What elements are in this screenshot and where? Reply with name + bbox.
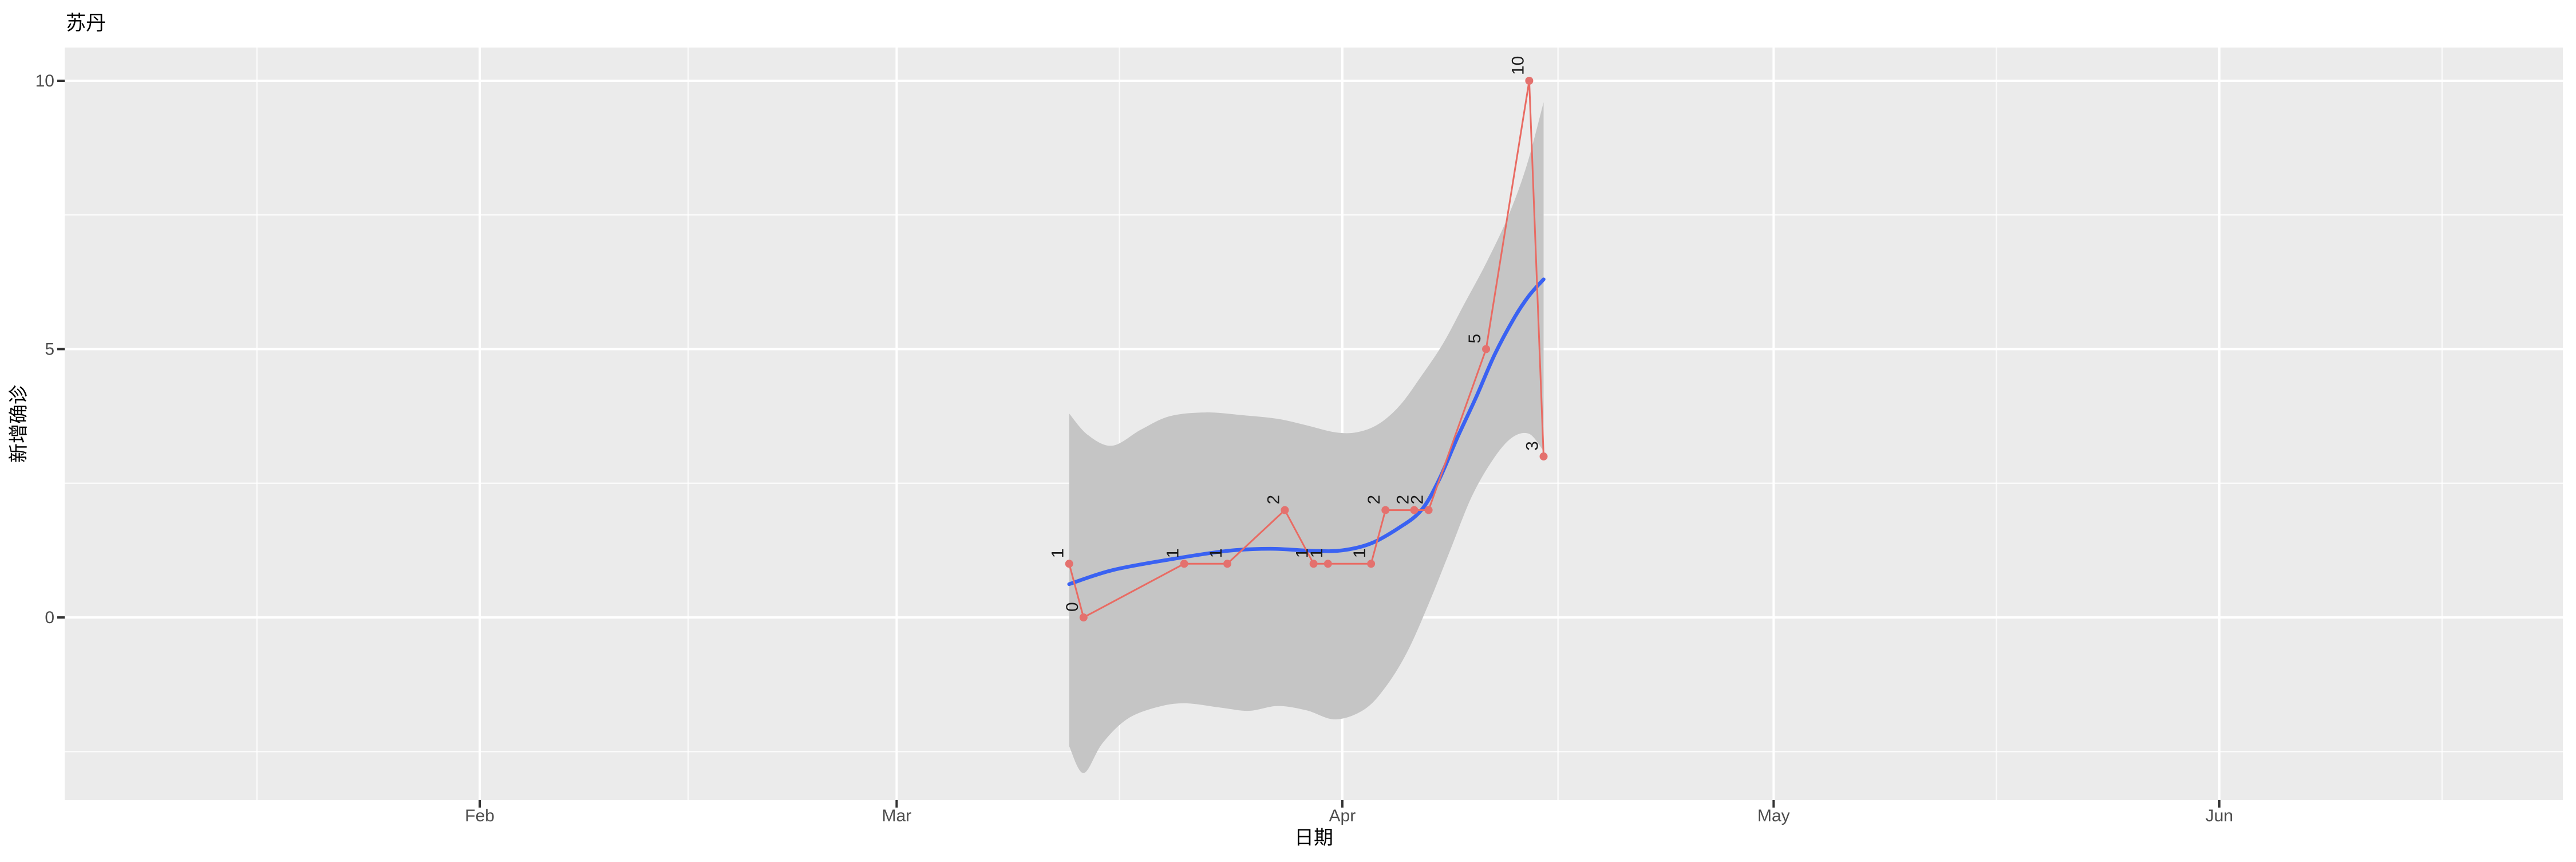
axis-tick-marks bbox=[57, 80, 2221, 808]
point-label: 3 bbox=[1523, 441, 1542, 451]
x-tick-label: May bbox=[1757, 806, 1790, 825]
y-tick-label: 10 bbox=[35, 72, 54, 90]
data-point bbox=[1482, 345, 1491, 353]
smooth-line-path bbox=[1067, 277, 1546, 587]
point-label: 0 bbox=[1063, 602, 1082, 612]
data-point bbox=[1323, 560, 1332, 568]
gridlines-minor bbox=[65, 48, 2563, 800]
y-axis-title: 新增确诊 bbox=[8, 385, 30, 463]
data-point bbox=[1410, 506, 1419, 514]
point-label: 1 bbox=[1049, 549, 1068, 558]
point-label: 1 bbox=[1293, 549, 1312, 558]
data-point bbox=[1309, 560, 1318, 568]
point-label: 1 bbox=[1164, 549, 1183, 558]
point-label: 1 bbox=[1307, 549, 1326, 558]
x-tick-label: Mar bbox=[882, 806, 911, 825]
point-label: 2 bbox=[1365, 495, 1384, 505]
data-line bbox=[1068, 80, 1545, 619]
data-point bbox=[1065, 560, 1073, 568]
data-point bbox=[1424, 506, 1433, 514]
x-tick-label: Feb bbox=[465, 806, 495, 825]
smooth-line bbox=[1067, 277, 1546, 587]
point-label: 5 bbox=[1465, 334, 1484, 344]
point-label: 1 bbox=[1350, 549, 1369, 558]
data-point bbox=[1525, 77, 1534, 85]
point-label: 1 bbox=[1207, 549, 1226, 558]
data-point bbox=[1381, 506, 1390, 514]
x-tick-label: Jun bbox=[2206, 806, 2233, 825]
data-point bbox=[1079, 613, 1088, 621]
data-point bbox=[1367, 560, 1376, 568]
ribbon-area bbox=[1069, 102, 1544, 773]
point-label: 2 bbox=[1408, 495, 1427, 505]
y-tick-labels: 0 5 10 bbox=[35, 72, 54, 627]
data-point bbox=[1180, 560, 1188, 568]
data-point bbox=[1539, 452, 1548, 460]
y-tick-label: 0 bbox=[45, 608, 54, 627]
point-label: 2 bbox=[1264, 495, 1283, 505]
x-tick-label: Apr bbox=[1329, 806, 1356, 825]
x-tick-labels: Feb Mar Apr May Jun bbox=[465, 806, 2233, 825]
point-label: 10 bbox=[1508, 56, 1527, 75]
chart-title: 苏丹 bbox=[66, 12, 106, 34]
point-label: 2 bbox=[1393, 495, 1412, 505]
confidence-ribbon bbox=[1069, 102, 1544, 773]
data-point bbox=[1223, 560, 1231, 568]
y-tick-label: 5 bbox=[45, 340, 54, 359]
data-point bbox=[1281, 506, 1289, 514]
x-axis-title: 日期 bbox=[1294, 827, 1333, 849]
